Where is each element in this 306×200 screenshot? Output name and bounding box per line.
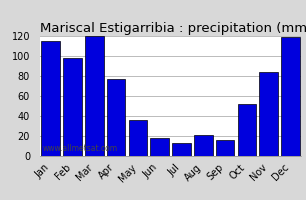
Text: www.allmetsat.com: www.allmetsat.com: [43, 144, 118, 153]
Bar: [107, 79, 125, 156]
Bar: [216, 140, 234, 156]
Bar: [63, 58, 82, 156]
Bar: [85, 36, 103, 156]
Bar: [238, 104, 256, 156]
Bar: [281, 37, 300, 156]
Bar: [259, 72, 278, 156]
Bar: [194, 135, 213, 156]
Text: Mariscal Estigarribia : precipitation (mm): Mariscal Estigarribia : precipitation (m…: [40, 22, 306, 35]
Bar: [129, 120, 147, 156]
Bar: [172, 143, 191, 156]
Bar: [41, 41, 60, 156]
Bar: [151, 138, 169, 156]
